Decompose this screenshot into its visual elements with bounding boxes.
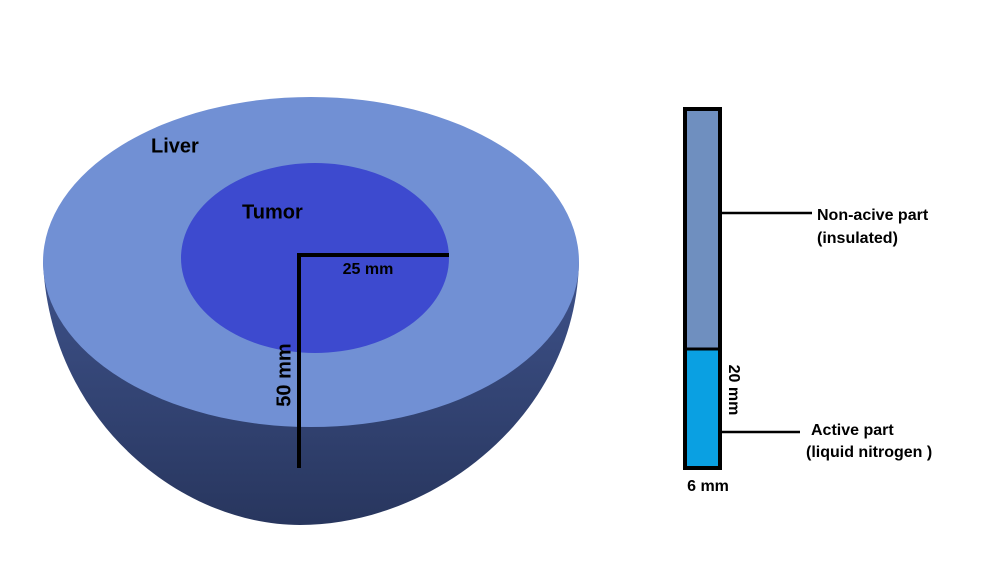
- tumor-radius-label: 25 mm: [343, 261, 394, 278]
- non-active-part: [685, 109, 720, 349]
- tumor-label: Tumor: [242, 201, 303, 223]
- probe-diameter-label: 6 mm: [687, 478, 729, 495]
- tumor: [181, 163, 449, 353]
- active-label: Active part: [811, 422, 894, 439]
- liver-radius-label: 50 mm: [273, 343, 295, 406]
- active-part: [685, 349, 720, 468]
- non-active-label: Non-acive part: [817, 207, 929, 224]
- liver-label: Liver: [151, 135, 199, 157]
- active-length-label: 20 mm: [725, 365, 742, 416]
- non-active-note: (insulated): [817, 230, 898, 247]
- probe-outline: [683, 107, 722, 470]
- active-note: (liquid nitrogen ): [806, 444, 932, 461]
